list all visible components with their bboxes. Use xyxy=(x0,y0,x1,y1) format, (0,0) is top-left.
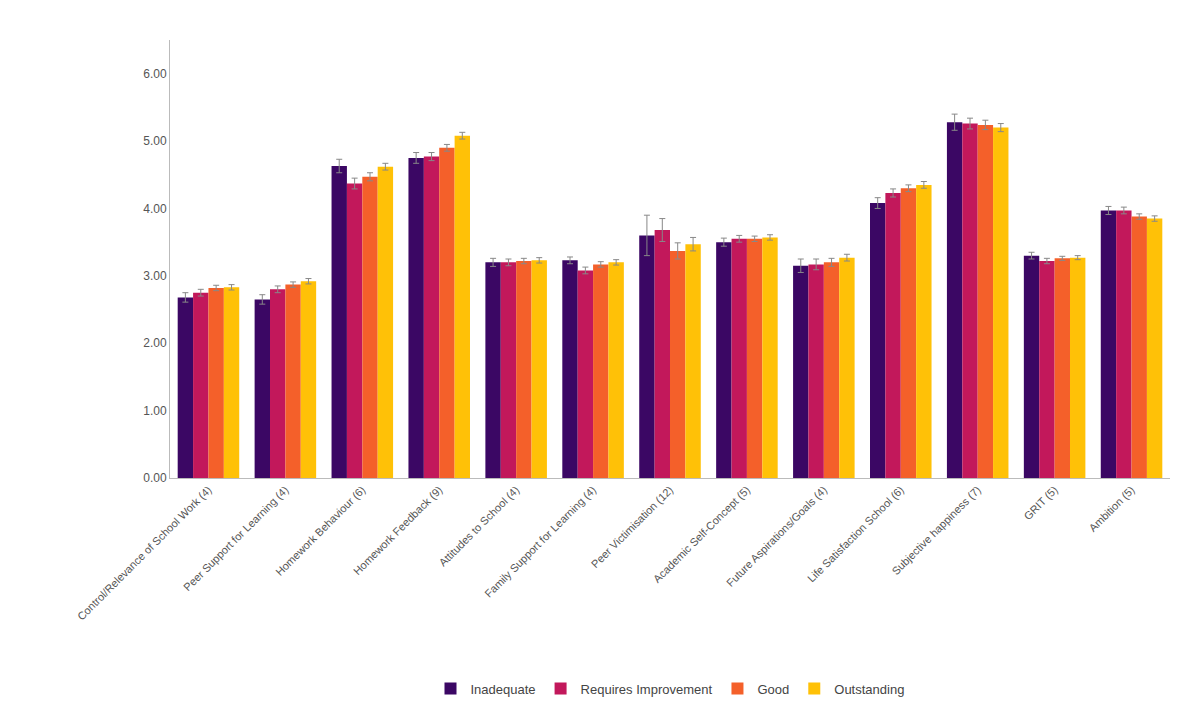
svg-text:Academic Self-Concept (5): Academic Self-Concept (5) xyxy=(651,484,752,585)
svg-text:5.00: 5.00 xyxy=(143,134,167,148)
svg-text:Future Aspirations/Goals (4): Future Aspirations/Goals (4) xyxy=(724,484,829,589)
svg-text:2.00: 2.00 xyxy=(143,336,167,350)
svg-text:Inadequate: Inadequate xyxy=(471,682,536,697)
svg-text:Outstanding: Outstanding xyxy=(834,682,904,697)
svg-text:Homework Feedback (9): Homework Feedback (9) xyxy=(351,484,445,578)
svg-text:Control/Relevance of School Wo: Control/Relevance of School Work (4) xyxy=(75,484,214,623)
svg-text:Homework Behaviour (6): Homework Behaviour (6) xyxy=(273,484,368,579)
svg-text:4.00: 4.00 xyxy=(143,202,167,216)
svg-text:GRIT (5): GRIT (5) xyxy=(1021,484,1060,523)
svg-text:0.00: 0.00 xyxy=(143,471,167,485)
svg-text:Good: Good xyxy=(757,682,789,697)
svg-text:Family Support for Learning (4: Family Support for Learning (4) xyxy=(482,484,598,600)
svg-text:Peer Support for Learning (4): Peer Support for Learning (4) xyxy=(181,484,291,594)
svg-text:Requires Improvement: Requires Improvement xyxy=(581,682,713,697)
svg-text:6.00: 6.00 xyxy=(143,67,167,81)
svg-text:Attitudes to School (4): Attitudes to School (4) xyxy=(436,484,521,569)
svg-text:3.00: 3.00 xyxy=(143,269,167,283)
svg-text:Peer Victimisation (12): Peer Victimisation (12) xyxy=(589,484,676,571)
svg-text:1.00: 1.00 xyxy=(143,404,167,418)
svg-text:Subjective happiness (7): Subjective happiness (7) xyxy=(889,484,983,578)
svg-text:Ambition (5): Ambition (5) xyxy=(1086,484,1136,534)
svg-text:Life Satisfaction School (6): Life Satisfaction School (6) xyxy=(805,484,906,585)
